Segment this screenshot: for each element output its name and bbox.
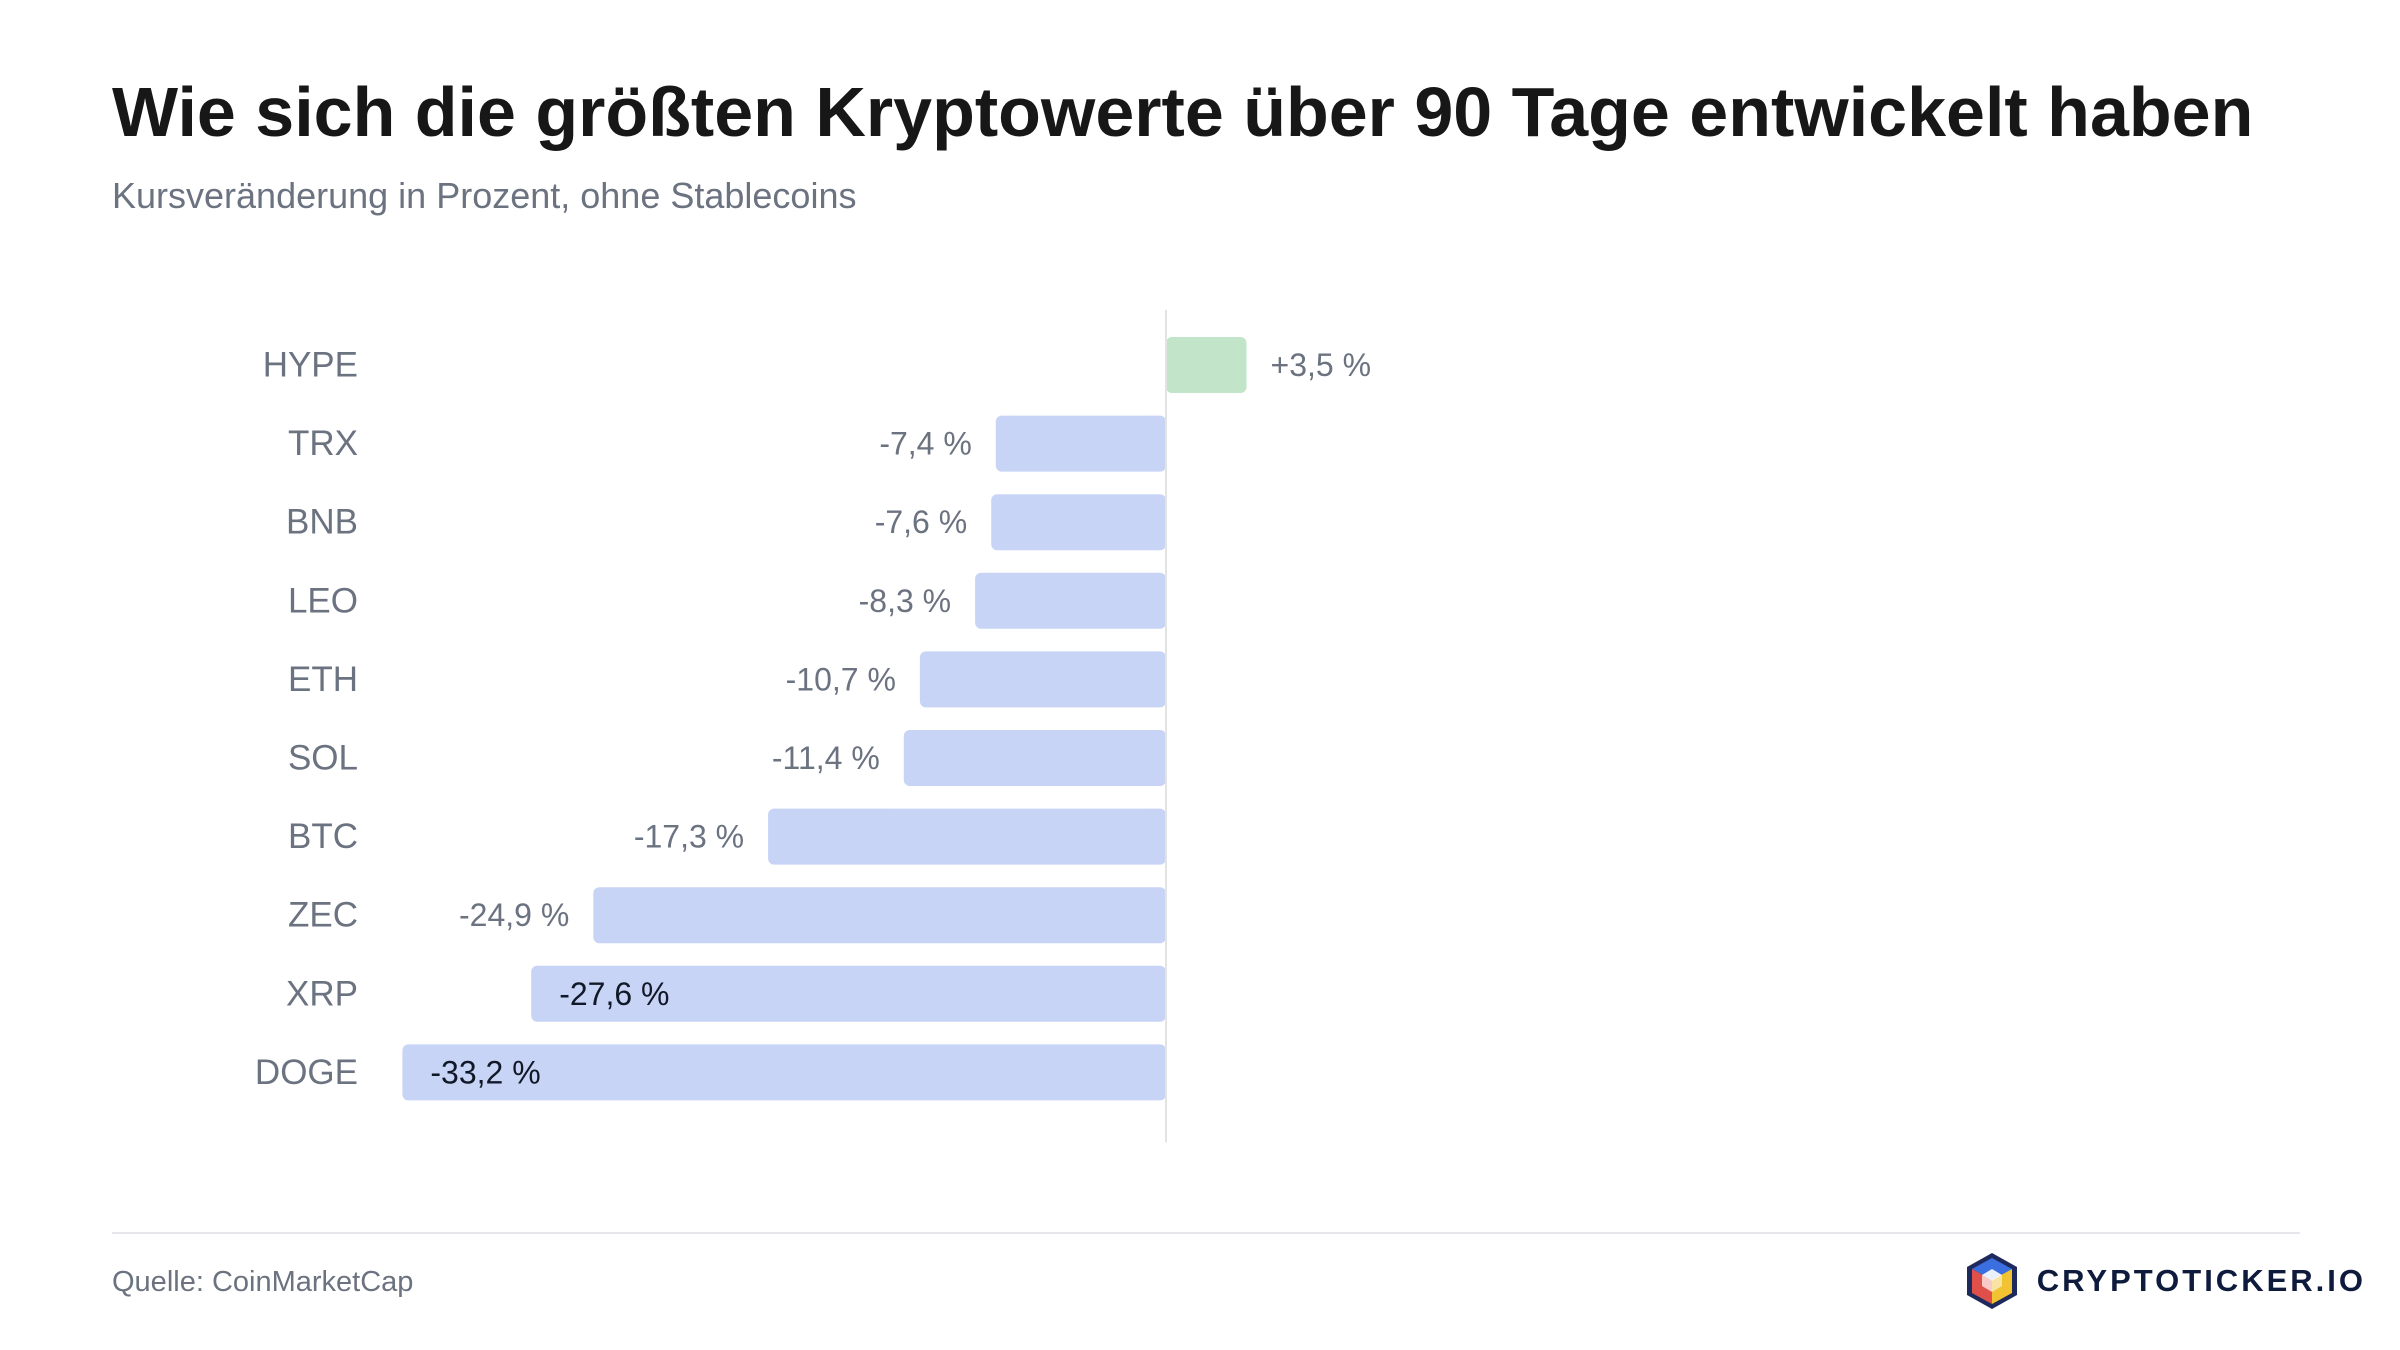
category-label-bnb: BNB — [286, 503, 358, 542]
value-label-sol: -11,4 % — [772, 740, 880, 776]
category-label-xrp: XRP — [286, 974, 358, 1013]
value-label-hype: +3,5 % — [1271, 347, 1372, 383]
category-label-trx: TRX — [288, 424, 358, 463]
value-label-zec: -24,9 % — [459, 897, 569, 933]
cube-logo-icon — [1966, 1253, 2017, 1309]
bar-trx — [995, 415, 1166, 472]
source-note: Quelle: CoinMarketCap — [112, 1266, 414, 1298]
bar-btc — [768, 808, 1166, 865]
category-label-doge: DOGE — [255, 1053, 358, 1092]
category-label-hype: HYPE — [263, 346, 358, 385]
value-label-xrp: -27,6 % — [559, 976, 669, 1012]
bar-hype — [1166, 337, 1247, 393]
value-label-leo: -8,3 % — [859, 583, 951, 619]
bar-leo — [975, 572, 1166, 629]
bar-doge — [402, 1044, 1166, 1101]
footer-divider — [112, 1232, 2300, 1234]
category-label-leo: LEO — [288, 581, 358, 620]
value-label-eth: -10,7 % — [786, 661, 896, 697]
bar-sol — [903, 730, 1166, 786]
bar-chart: HYPE +3,5 % TRX -7,4 % BNB -7,6 % LEO -8,3 % ETH… — [255, 310, 1371, 1143]
value-label-doge: -33,2 % — [430, 1054, 540, 1090]
brand-logo[interactable]: CRYPTOTICKER.IO — [1961, 1250, 2366, 1312]
category-label-sol: SOL — [288, 739, 358, 778]
bar-zec — [593, 887, 1166, 944]
chart-subtitle: Kursveränderung in Prozent, ohne Stablec… — [112, 175, 857, 216]
bar-xrp — [531, 965, 1166, 1022]
value-label-trx: -7,4 % — [879, 426, 971, 462]
bar-bnb — [991, 494, 1166, 551]
bar-eth — [919, 651, 1166, 708]
value-label-btc: -17,3 % — [634, 819, 744, 855]
value-label-bnb: -7,6 % — [875, 504, 967, 540]
category-label-btc: BTC — [288, 817, 358, 856]
category-label-zec: ZEC — [288, 896, 358, 935]
brand-name: CRYPTOTICKER.IO — [2036, 1263, 2366, 1298]
chart-title: Wie sich die größten Kryptowerte über 90… — [112, 73, 2254, 151]
chart-labels: HYPE +3,5 % TRX -7,4 % BNB -7,6 % LEO -8,3 % ETH… — [255, 346, 1371, 1092]
chart-bars — [402, 337, 1247, 1101]
category-label-eth: ETH — [288, 660, 358, 699]
